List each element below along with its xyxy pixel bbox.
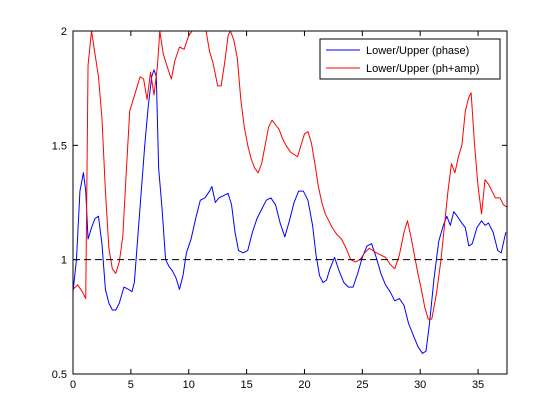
legend-box — [319, 38, 501, 80]
legend: Lower/Upper (phase) Lower/Upper (ph+amp) — [319, 38, 501, 80]
series-line-1 — [73, 69, 507, 354]
series-line-2 — [73, 31, 507, 320]
legend-entry: Lower/Upper (ph+amp) — [366, 63, 479, 75]
x-tick-label: 25 — [356, 379, 368, 391]
data-lines — [73, 31, 507, 354]
y-tick-label: 0.5 — [52, 369, 67, 381]
x-tick-label: 0 — [70, 379, 76, 391]
x-tick-label: 20 — [298, 379, 310, 391]
y-tick-label: 2 — [61, 26, 67, 38]
x-tick-label: 15 — [240, 379, 252, 391]
x-tick-label: 35 — [472, 379, 484, 391]
x-tick-label: 5 — [128, 379, 134, 391]
plot-frame — [72, 30, 508, 375]
x-tick-label: 30 — [414, 379, 426, 391]
y-tick-label: 1 — [61, 255, 67, 267]
y-tick-label: 1.5 — [52, 140, 67, 152]
x-tick-label: 10 — [183, 379, 195, 391]
legend-entry: Lower/Upper (phase) — [366, 45, 469, 57]
axes-ticks: 0 5 10 15 20 25 30 35 0.5 1 1.5 2 — [52, 26, 507, 391]
